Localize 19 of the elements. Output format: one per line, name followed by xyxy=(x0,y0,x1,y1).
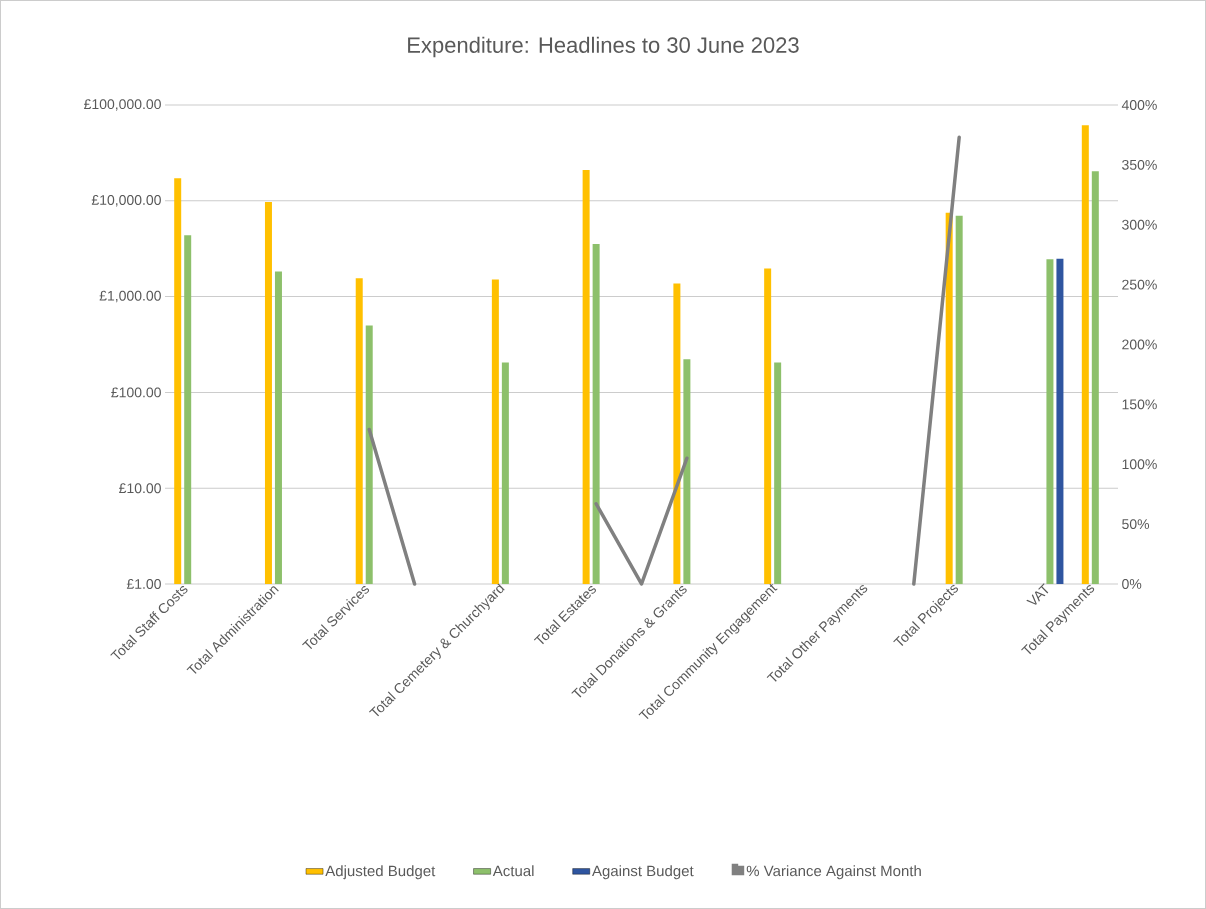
y-tick-label: £100.00 xyxy=(111,387,161,398)
y2-tick-label: 350% xyxy=(1122,159,1157,170)
y-tick-label: £100,000.00 xyxy=(84,99,161,111)
chart-title: Expenditure: Headlines to 30 June 2023 xyxy=(408,36,799,58)
y2-tick-label: 100% xyxy=(1122,459,1157,470)
y2-tick-label: 200% xyxy=(1122,339,1157,350)
y-tick-label: £1,000.00 xyxy=(99,290,161,303)
y2-tick-label: 400% xyxy=(1121,100,1157,110)
legend-label: % Variance Against Month xyxy=(746,865,921,880)
y2-tick-label: 250% xyxy=(1122,279,1157,290)
y2-tick-label: 150% xyxy=(1122,399,1157,410)
y-tick-label: £10.00 xyxy=(119,483,161,494)
y2-tick-label: 0% xyxy=(1122,579,1142,589)
legend-label: Actual xyxy=(492,865,534,877)
y2-tick-label: 50% xyxy=(1122,519,1150,530)
legend-label: Adjusted Budget xyxy=(325,865,436,880)
y2-tick-label: 300% xyxy=(1122,219,1157,230)
legend-label: Against Budget xyxy=(592,865,694,880)
y-tick-label: £10,000.00 xyxy=(91,194,161,207)
